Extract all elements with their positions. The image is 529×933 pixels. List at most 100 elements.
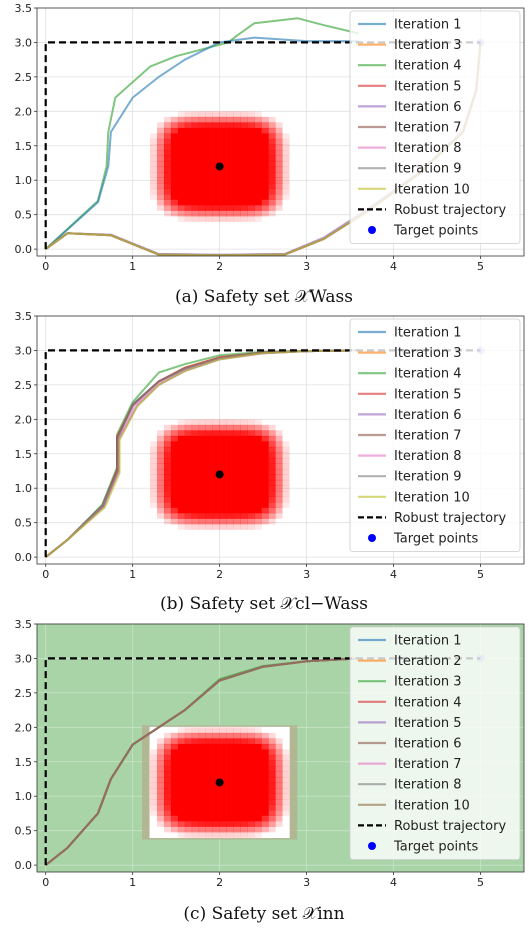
obstacle-cell (275, 765, 283, 772)
obstacle-cell (261, 468, 269, 475)
obstacle-cell (268, 490, 276, 497)
obstacle-cell (247, 749, 255, 756)
obstacle-cell (247, 452, 255, 459)
obstacle-cell (157, 205, 165, 211)
legend-label: Iteration 1 (394, 326, 462, 341)
obstacle-cell (170, 502, 179, 508)
axes-frame (36, 7, 525, 257)
obstacle-cell (205, 765, 213, 772)
obstacle-cell (157, 793, 165, 800)
obstacle-cell (177, 832, 186, 838)
obstacle-cell (233, 485, 241, 492)
obstacle-cell (198, 490, 207, 497)
obstacle-cell (268, 743, 276, 750)
obstacle-cell (233, 116, 241, 123)
obstacle-cell (150, 160, 158, 167)
obstacle-cell (191, 177, 200, 184)
obstacle-cell (150, 166, 158, 173)
obstacle-cell (170, 782, 179, 789)
obstacle-cell (157, 765, 165, 772)
obstacle-cell (254, 832, 262, 838)
obstacle-cell (233, 771, 241, 778)
obstacle-cell (198, 435, 207, 442)
obstacle-cell (163, 430, 172, 437)
obstacle-cell (170, 793, 179, 800)
obstacle-cell (212, 133, 220, 140)
obstacle-cell (240, 194, 248, 200)
obstacle-cell (275, 749, 283, 756)
obstacle-cell (163, 732, 172, 739)
obstacle-cell (247, 177, 255, 184)
obstacle-cell (261, 502, 269, 508)
obstacle-cell (247, 485, 255, 492)
obstacle-cell (212, 468, 220, 475)
obstacle-cell (163, 149, 172, 156)
obstacle-cell (198, 127, 207, 134)
obstacle-cell (219, 171, 227, 178)
obstacle-cell (157, 479, 165, 486)
obstacle-cell (282, 155, 290, 162)
obstacle-cell (233, 826, 241, 833)
obstacle-cell (233, 502, 241, 508)
obstacle-cell (261, 199, 269, 206)
obstacle-cell (191, 166, 200, 173)
obstacle-cell (150, 171, 158, 178)
legend-label: Iteration 3 (394, 346, 462, 361)
obstacle-cell (212, 821, 220, 827)
obstacle-cell (254, 518, 262, 525)
obstacle-cell (191, 502, 200, 508)
legend-label: Robust trajectory (394, 511, 506, 526)
x-tick-label: 5 (477, 260, 484, 273)
obstacle-cell (184, 815, 193, 822)
obstacle-cell (163, 760, 172, 767)
obstacle-cell (163, 496, 172, 503)
obstacle-cell (150, 194, 158, 200)
x-tick-label: 1 (129, 260, 136, 273)
obstacle-cell (247, 832, 255, 838)
obstacle-cell (254, 743, 262, 750)
obstacle-cell (205, 171, 213, 178)
obstacle-cell (212, 793, 220, 800)
obstacle-cell (226, 419, 234, 426)
obstacle-cell (212, 771, 220, 778)
obstacle-cell (212, 419, 220, 426)
obstacle-cell (247, 727, 255, 734)
y-tick-label: 2.5 (15, 71, 33, 84)
axes-frame (36, 315, 525, 565)
obstacle-cell (205, 776, 213, 783)
obstacle-cell (219, 502, 227, 508)
obstacle-cell (198, 507, 207, 514)
obstacle-cell (226, 738, 234, 745)
obstacle-cell (191, 468, 200, 475)
obstacle-cell (233, 754, 241, 761)
obstacle-cell (233, 144, 241, 151)
legend-label: Target points (393, 224, 479, 239)
obstacle-cell (219, 479, 227, 486)
obstacle-cell (261, 754, 269, 761)
obstacle-cell (170, 815, 179, 822)
obstacle-cell (219, 760, 227, 767)
obstacle-cell (212, 457, 220, 464)
obstacle-cell (268, 446, 276, 453)
obstacle-cell (233, 496, 241, 503)
obstacle-cell (261, 149, 269, 156)
obstacle-cell (261, 155, 269, 162)
obstacle-cell (212, 194, 220, 200)
obstacle-cell (282, 468, 290, 475)
obstacle-cell (240, 474, 248, 481)
obstacle-cell (205, 122, 213, 129)
obstacle-cell (282, 474, 290, 481)
obstacle-cell (198, 832, 207, 838)
legend-label: Iteration 9 (394, 162, 462, 177)
obstacle-cell (184, 524, 193, 530)
obstacle-cell (261, 474, 269, 481)
obstacle-cell (191, 793, 200, 800)
obstacle-cell (247, 463, 255, 470)
obstacle-cell (247, 810, 255, 816)
axes-frame (36, 623, 525, 873)
obstacle-cell (247, 782, 255, 789)
obstacle-cell (184, 199, 193, 206)
obstacle-cell (163, 754, 172, 761)
series-line-iteration-10 (45, 349, 359, 558)
obstacle-cell (275, 457, 283, 464)
